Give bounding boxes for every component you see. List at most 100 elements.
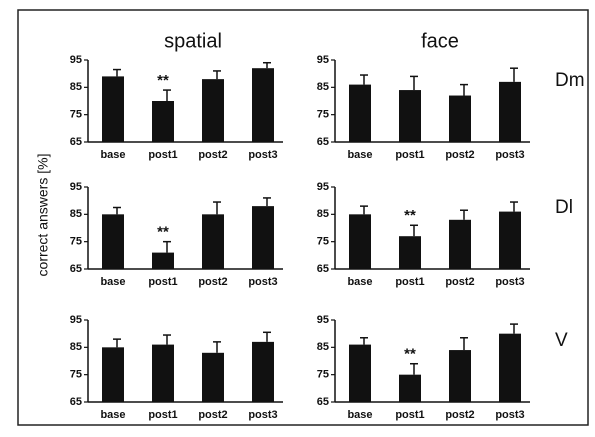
error-bar — [163, 334, 171, 345]
y-tick-label: 75 — [317, 369, 329, 381]
y-tick-label: 75 — [317, 236, 329, 248]
error-bar — [460, 209, 468, 220]
frame — [17, 9, 589, 426]
bar — [252, 68, 274, 142]
significance: ** — [157, 224, 169, 241]
y-tick-label: 95 — [317, 181, 329, 193]
x-tick-label: post2 — [198, 409, 227, 421]
error-bar — [510, 323, 518, 334]
error-bar — [360, 337, 368, 345]
x-tick-label: post3 — [248, 409, 277, 421]
x-tick-label: base — [100, 409, 125, 421]
x-tick-label: post2 — [445, 276, 474, 288]
y-tick-label: 85 — [70, 81, 82, 93]
panel-title: face — [421, 30, 459, 52]
bar — [152, 252, 174, 269]
error-bar — [213, 70, 221, 80]
error-bar — [263, 61, 271, 69]
y-tick-label: 85 — [317, 341, 329, 353]
bar — [152, 101, 174, 142]
error-bar — [460, 83, 468, 96]
row-label: V — [555, 330, 568, 351]
y-tick-label: 85 — [317, 81, 329, 93]
bar — [399, 90, 421, 142]
error-bar — [213, 201, 221, 215]
y-axis-label: correct answers [%] — [35, 154, 51, 277]
error-bar — [263, 331, 271, 342]
y-tick-label: 75 — [70, 109, 82, 121]
row-label: Dl — [555, 197, 573, 218]
y-tick-label: 85 — [70, 208, 82, 220]
bar — [349, 84, 371, 142]
bar — [202, 79, 224, 142]
x-tick-label: post1 — [148, 149, 177, 161]
row-label: Dm — [555, 70, 585, 91]
bar — [349, 344, 371, 402]
x-tick-label: post1 — [395, 409, 424, 421]
x-tick-label: post2 — [445, 409, 474, 421]
panel-title: spatial — [164, 30, 222, 52]
x-tick-label: post1 — [148, 276, 177, 288]
x-tick-label: post3 — [495, 409, 524, 421]
error-bar — [510, 201, 518, 212]
x-tick-label: post1 — [395, 149, 424, 161]
y-tick-label: 75 — [317, 109, 329, 121]
error-bar — [263, 197, 271, 207]
y-tick-label: 65 — [70, 263, 82, 275]
bar — [202, 214, 224, 269]
bar — [102, 214, 124, 269]
y-tick-label: 85 — [317, 208, 329, 220]
y-tick-label: 65 — [317, 396, 329, 408]
error-bar — [360, 74, 368, 85]
x-tick-label: post1 — [148, 409, 177, 421]
y-tick-label: 65 — [317, 136, 329, 148]
bar — [102, 76, 124, 142]
error-bar — [213, 341, 221, 353]
bar — [399, 236, 421, 269]
bar — [449, 350, 471, 402]
y-tick-label: 95 — [317, 54, 329, 66]
error-bar — [113, 206, 121, 215]
error-bar — [113, 68, 121, 77]
bar — [252, 341, 274, 402]
error-bar — [460, 337, 468, 351]
x-tick-label: base — [347, 409, 372, 421]
bar — [349, 214, 371, 269]
x-tick-label: post2 — [198, 276, 227, 288]
error-bar — [113, 338, 121, 348]
significance: ** — [157, 72, 169, 89]
significance: ** — [404, 346, 416, 363]
error-bar — [410, 362, 418, 375]
y-tick-label: 65 — [70, 136, 82, 148]
bar — [499, 81, 521, 142]
bar — [102, 347, 124, 402]
x-tick-label: post3 — [248, 149, 277, 161]
y-tick-label: 85 — [70, 341, 82, 353]
bar — [152, 344, 174, 402]
x-tick-label: base — [347, 149, 372, 161]
x-tick-label: base — [100, 149, 125, 161]
y-tick-label: 95 — [70, 54, 82, 66]
bar — [499, 333, 521, 402]
y-tick-label: 75 — [70, 369, 82, 381]
bar — [202, 352, 224, 402]
bar — [449, 95, 471, 142]
x-tick-label: post1 — [395, 276, 424, 288]
y-tick-label: 95 — [70, 314, 82, 326]
error-bar — [163, 240, 171, 253]
bar — [252, 206, 274, 269]
y-tick-label: 75 — [70, 236, 82, 248]
bar — [399, 374, 421, 402]
y-tick-label: 65 — [317, 263, 329, 275]
error-bar — [410, 75, 418, 91]
bar — [499, 211, 521, 269]
x-tick-label: post3 — [248, 276, 277, 288]
x-tick-label: base — [100, 276, 125, 288]
error-bar — [410, 224, 418, 237]
x-tick-label: post3 — [495, 149, 524, 161]
x-tick-label: post2 — [445, 149, 474, 161]
y-tick-label: 95 — [317, 314, 329, 326]
x-tick-label: base — [347, 276, 372, 288]
error-bar — [360, 205, 368, 215]
